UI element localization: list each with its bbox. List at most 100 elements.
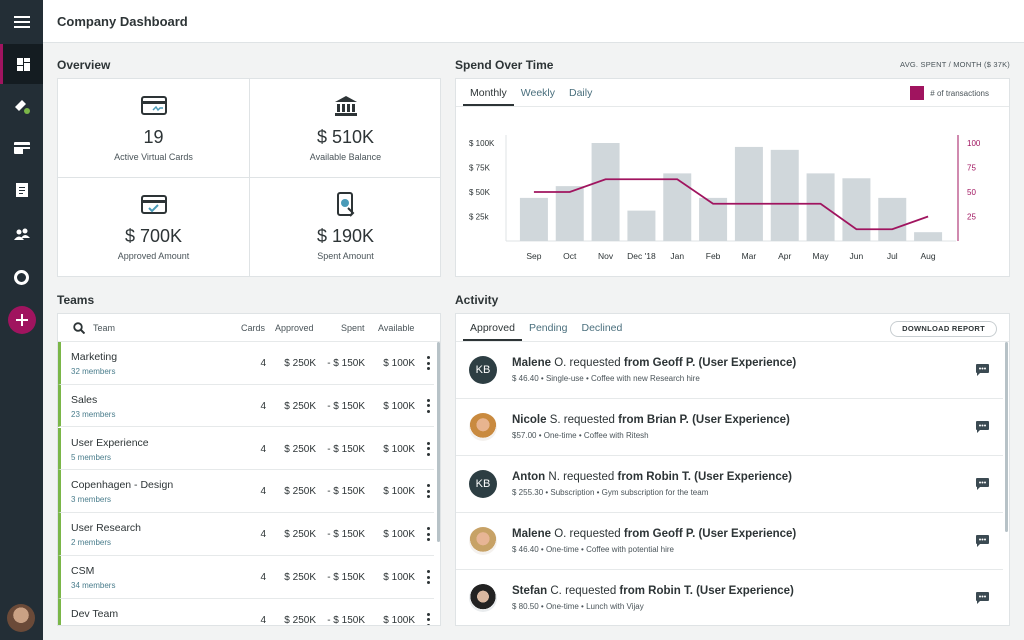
activity-title: Anton N. requested from Robin T. (User E… xyxy=(512,471,792,483)
add-button[interactable] xyxy=(8,306,36,334)
tab-approved[interactable]: Approved xyxy=(463,314,522,341)
activity-item[interactable]: Stefan C. requested from Robin T. (User … xyxy=(456,570,1003,625)
activity-item[interactable]: Nicole S. requested from Brian P. (User … xyxy=(456,399,1003,456)
y-tick-label: $ 75K xyxy=(469,164,491,173)
more-options-icon[interactable] xyxy=(427,612,431,625)
bar xyxy=(914,232,943,241)
y-tick-label: $ 100K xyxy=(469,139,495,148)
team-row[interactable]: Marketing 32 members 4 $ 250K - $ 150K $ 100K xyxy=(58,342,434,385)
team-spent: - $ 150K xyxy=(327,358,365,369)
avatar xyxy=(469,527,497,555)
team-members: 22 members xyxy=(71,624,115,625)
activity-item[interactable]: KB Anton N. requested from Robin T. (User… xyxy=(456,456,1003,513)
more-options-icon[interactable] xyxy=(427,398,431,413)
team-row[interactable]: CSM 34 members 4 $ 250K - $ 150K $ 100K xyxy=(58,556,434,599)
team-search-input[interactable]: Team xyxy=(93,323,116,333)
user-avatar[interactable] xyxy=(7,604,35,632)
x-tick-label: Apr xyxy=(778,251,791,261)
menu-icon[interactable] xyxy=(0,0,43,43)
team-row[interactable]: Dev Team 22 members 4 $ 250K - $ 150K $ 100K xyxy=(58,598,434,625)
team-available: $ 100K xyxy=(383,400,415,412)
team-row[interactable]: User Research 2 members 4 $ 250K - $ 150K $ 1… xyxy=(58,513,434,556)
team-available: $ 100K xyxy=(383,486,415,498)
comment-icon[interactable] xyxy=(976,592,989,604)
stat-spent-amount: $ 190K Spent Amount xyxy=(250,178,441,277)
team-members: 23 members xyxy=(71,409,116,419)
header: Company Dashboard xyxy=(43,0,1024,43)
spend-chart: $ 100K $ 75K $ 50K $ 25k 100 75 50 25 Sep Oct Nov D… xyxy=(469,135,981,261)
y-right-tick-label: 50 xyxy=(967,188,976,197)
team-name[interactable]: Dev Team xyxy=(71,607,119,620)
team-name[interactable]: Marketing xyxy=(71,351,118,363)
team-members: 3 members xyxy=(71,495,112,505)
comment-icon[interactable] xyxy=(976,478,989,490)
download-report-button[interactable]: DOWNLOAD REPORT xyxy=(890,321,997,337)
nav-payments[interactable] xyxy=(0,86,43,126)
x-tick-label: Dec '18 xyxy=(627,251,656,261)
search-icon[interactable] xyxy=(73,322,85,334)
team-row[interactable]: Sales 23 members 4 $ 250K - $ 150K $ 100K xyxy=(58,384,434,428)
activity-item[interactable]: Malene O. requested from Geoff P. (User … xyxy=(456,513,1003,570)
x-tick-label: Nov xyxy=(598,251,614,261)
x-tick-label: Mar xyxy=(742,251,757,261)
tab-pending[interactable]: Pending xyxy=(528,322,568,334)
team-spent: - $ 150K xyxy=(327,443,365,455)
nav-dashboard[interactable] xyxy=(0,44,43,84)
stat-active-cards: 19 Active Virtual Cards xyxy=(58,79,249,178)
more-options-icon[interactable] xyxy=(427,441,431,456)
x-tick-label: Oct xyxy=(563,251,577,261)
team-approved: $ 250K xyxy=(284,358,316,369)
activity-card: Approved Pending Declined DOWNLOAD REPOR… xyxy=(455,313,1010,626)
nav-cards[interactable] xyxy=(0,128,43,168)
team-name[interactable]: User Research xyxy=(71,522,142,535)
activity-title: Malene O. requested from Geoff P. (User … xyxy=(512,528,797,540)
team-row[interactable]: Copenhagen - Design 3 members 4 $ 250K - $ 1… xyxy=(58,470,434,513)
activity-title: Malene O. requested from Geoff P. (User … xyxy=(512,357,797,369)
team-name[interactable]: Copenhagen - Design xyxy=(71,479,174,492)
approved-card-icon xyxy=(140,195,167,214)
team-name[interactable]: CSM xyxy=(71,565,95,577)
tab-monthly[interactable]: Monthly xyxy=(463,79,514,106)
team-name[interactable]: Sales xyxy=(71,393,98,406)
legend-swatch xyxy=(910,86,925,100)
col-approved: Approved xyxy=(275,323,314,333)
comment-icon[interactable] xyxy=(976,421,989,433)
activity-title: Nicole S. requested from Brian P. (User … xyxy=(512,414,790,426)
col-cards: Cards xyxy=(241,323,266,333)
team-members: 34 members xyxy=(71,581,116,590)
bar xyxy=(806,173,835,241)
x-tick-label: Aug xyxy=(921,251,936,261)
nav-support[interactable] xyxy=(0,257,43,297)
activity-item[interactable]: KB Malene O. requested from Geoff P. (Use… xyxy=(456,342,1003,399)
more-options-icon[interactable] xyxy=(427,570,431,584)
more-options-icon[interactable] xyxy=(427,527,431,542)
nav-documents[interactable] xyxy=(0,170,43,210)
more-options-icon[interactable] xyxy=(427,356,431,370)
more-options-icon[interactable] xyxy=(427,484,431,499)
tab-declined[interactable]: Declined xyxy=(581,322,623,334)
teams-title: Teams xyxy=(57,293,95,307)
teams-scrollbar[interactable] xyxy=(437,342,440,542)
spend-tabs: Monthly Weekly Daily xyxy=(463,79,599,106)
comment-icon[interactable] xyxy=(976,535,989,547)
virtual-card-icon xyxy=(140,96,167,115)
bar xyxy=(878,197,907,241)
activity-detail: $57.00 • One-time • Coffee with Ritesh xyxy=(512,431,649,440)
activity-detail: $ 46.40 • Single-use • Coffee with new R… xyxy=(512,374,700,383)
page-title: Company Dashboard xyxy=(57,14,188,29)
team-row[interactable]: User Experience 5 members 4 $ 250K - $ 150K $… xyxy=(58,427,434,471)
activity-scrollbar[interactable] xyxy=(1005,342,1008,532)
comment-icon[interactable] xyxy=(976,364,989,376)
team-available: $ 100K xyxy=(383,572,415,583)
teams-card: Team Cards Approved Spent Available Mark… xyxy=(57,313,441,626)
tab-weekly[interactable]: Weekly xyxy=(520,87,555,99)
avatar: KB xyxy=(469,470,497,498)
avatar xyxy=(469,584,497,612)
stat-approved-amount: $ 700K Approved Amount xyxy=(58,178,249,277)
team-members: 5 members xyxy=(71,452,112,462)
tab-daily[interactable]: Daily xyxy=(569,87,593,99)
nav-team[interactable] xyxy=(0,214,43,254)
team-members: 2 members xyxy=(71,538,112,548)
team-cards: 4 xyxy=(260,572,266,583)
team-name[interactable]: User Experience xyxy=(71,436,149,449)
